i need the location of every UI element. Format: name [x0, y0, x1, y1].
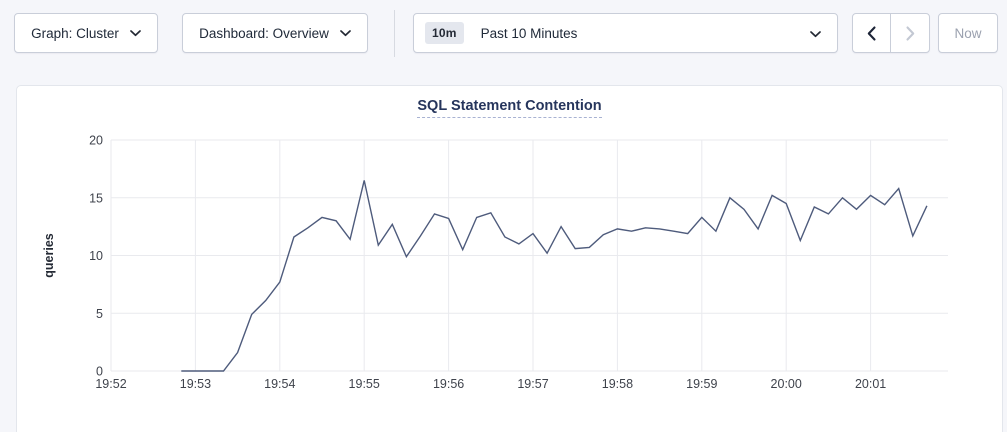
y-tick-label: 20: [89, 134, 103, 148]
chart-card: 0 5 10 15 20 19:52 19:53 19:54 19:55 19:56 19:57 19…: [16, 85, 1003, 432]
x-tick-label: 19:52: [95, 377, 126, 391]
y-axis-label: queries: [42, 233, 56, 278]
x-tick-label: 20:00: [771, 377, 802, 391]
y-tick-label: 10: [89, 249, 103, 263]
chevron-right-icon: [905, 25, 914, 41]
toolbar-separator: [394, 10, 395, 57]
x-tick-label: 19:55: [349, 377, 380, 391]
x-tick-label: 19:57: [517, 377, 548, 391]
y-tick-label: 0: [96, 365, 103, 379]
time-shift-control: [852, 13, 930, 53]
now-button-label: Now: [954, 25, 982, 41]
time-range-dropdown[interactable]: 10m Past 10 Minutes: [413, 13, 838, 53]
chevron-down-icon: [130, 29, 141, 36]
x-tick-label: 19:53: [180, 377, 211, 391]
y-tick-label: 15: [89, 191, 103, 205]
x-tick-label: 20:01: [855, 377, 886, 391]
sql-contention-chart-canvas[interactable]: 0 5 10 15 20 19:52 19:53 19:54 19:55 19:56 19:57 19…: [17, 86, 1004, 431]
x-tick-label: 19:59: [686, 377, 717, 391]
x-tick-label: 19:58: [602, 377, 633, 391]
time-range-badge: 10m: [425, 22, 464, 44]
chevron-left-icon: [867, 25, 876, 41]
graph-dropdown[interactable]: Graph: Cluster: [14, 13, 158, 53]
now-button[interactable]: Now: [938, 13, 998, 53]
y-tick-label: 5: [96, 307, 103, 321]
chevron-down-icon: [340, 29, 351, 36]
time-range-label: Past 10 Minutes: [480, 25, 578, 41]
graph-dropdown-label: Graph: Cluster: [31, 25, 119, 41]
time-back-button[interactable]: [853, 14, 891, 52]
dashboard-dropdown[interactable]: Dashboard: Overview: [182, 13, 368, 53]
data-line: [181, 180, 928, 372]
dashboard-dropdown-label: Dashboard: Overview: [199, 25, 329, 41]
x-tick-label: 19:56: [433, 377, 464, 391]
x-tick-label: 19:54: [264, 377, 295, 391]
chart-title[interactable]: SQL Statement Contention: [417, 98, 602, 118]
time-forward-button[interactable]: [891, 14, 929, 52]
chevron-down-icon: [810, 31, 821, 38]
chart-title-row: SQL Statement Contention: [17, 97, 1002, 118]
